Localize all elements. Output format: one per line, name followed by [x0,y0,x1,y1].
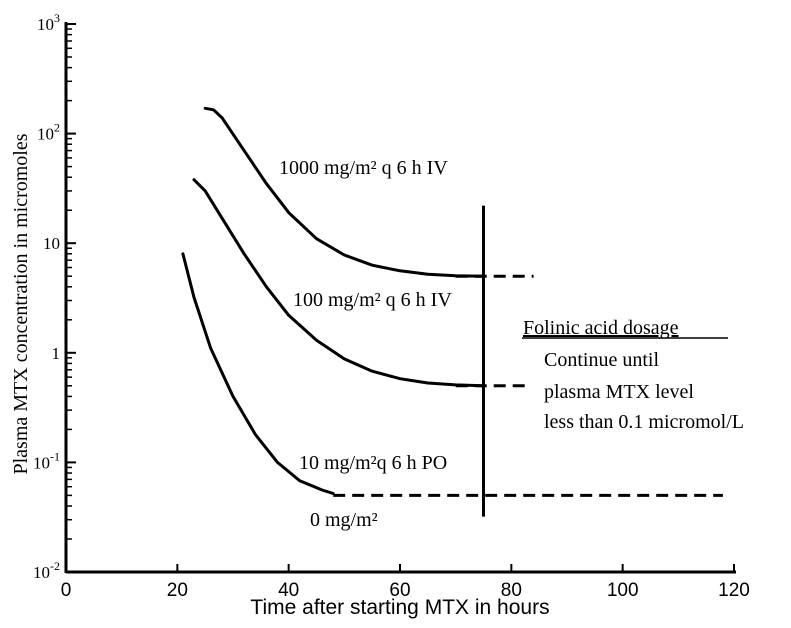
series-curve-2 [192,178,485,388]
bottom-curve-label: 0 mg/m² [310,509,378,531]
y-tick-base: 10 [33,563,50,582]
y-tick-label: 102 [37,121,60,144]
annotation-line-3: less than 0.1 micromol/L [544,411,744,433]
y-tick-label: 1 [52,344,61,363]
series-label-2: 100 mg/m² q 6 h IV [293,289,452,311]
y-tick-exponent: 3 [54,11,60,25]
annotation-heading: Folinic acid dosage [523,317,679,339]
series-curve-3 [181,252,335,495]
y-tick-base: 10 [37,125,54,144]
y-tick-exponent: 2 [54,121,60,135]
x-tick-label: 60 [389,580,410,601]
x-tick-label: 80 [501,580,522,601]
y-axis-label: Plasma MTX concentration in micromoles [10,133,32,474]
series-label-3: 10 mg/m²q 6 h PO [299,452,447,474]
x-axis-label: Time after starting MTX in hours [250,596,549,619]
series-label-1: 1000 mg/m² q 6 h IV [279,157,448,179]
annotation-line-2: plasma MTX level [544,381,694,403]
y-tick-base: 10 [33,453,50,472]
y-tick-exponent: -2 [50,559,60,573]
y-tick-label: 10 [43,234,60,253]
annotation-line-1: Continue until [544,349,659,371]
x-tick-label: 40 [278,580,299,601]
y-tick-label: 10-2 [33,559,60,582]
y-tick-label: 10-1 [33,449,60,472]
y-tick-exponent: -1 [50,449,60,463]
x-tick-label: 0 [61,580,72,601]
series-group [181,106,723,517]
series-curve-1 [203,106,485,278]
x-tick-label: 100 [607,580,639,601]
y-tick-base: 10 [37,15,54,34]
y-tick-label: 103 [37,11,60,34]
x-tick-label: 20 [167,580,188,601]
x-tick-label: 120 [718,580,750,601]
